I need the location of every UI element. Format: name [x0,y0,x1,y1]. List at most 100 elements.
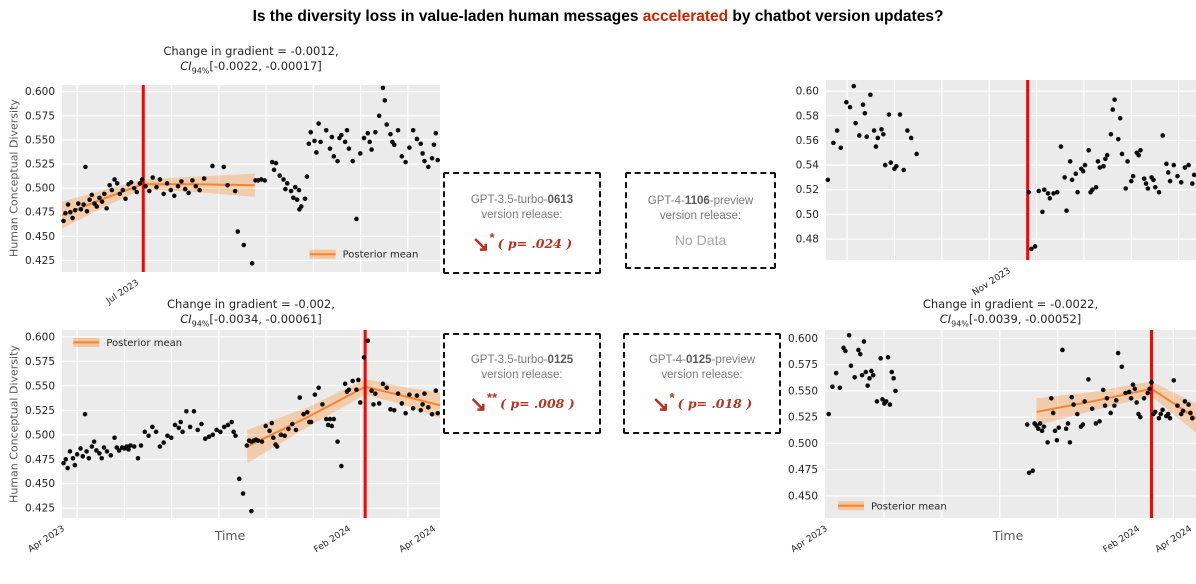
data-point [1171,162,1177,168]
credible-band [62,173,255,229]
data-point [1054,437,1060,443]
data-point [123,196,128,202]
data-point [84,449,89,454]
data-point [1153,184,1158,190]
data-point [1125,159,1130,164]
data-point [128,443,133,448]
data-point [267,428,272,434]
data-point [301,411,306,417]
data-point [323,128,329,133]
data-point [382,98,388,103]
figure-title-highlight: accelerated [642,8,729,25]
model-name: GPT-3.5-turbo-0125 [470,354,574,366]
data-point [78,207,84,212]
data-point [1080,168,1086,174]
data-point [233,433,238,439]
data-point [1045,440,1050,445]
data-point [344,128,350,133]
data-point [320,402,325,407]
data-point [1175,403,1180,408]
data-point [373,129,378,135]
data-point [825,177,831,183]
data-point [1064,208,1069,213]
data-point [308,129,314,135]
data-point [1089,406,1095,412]
data-point [1149,380,1154,385]
data-point [312,392,318,397]
legend-label: Posterior mean [106,338,182,349]
data-point [139,177,145,182]
data-point [831,140,836,146]
data-point [104,449,110,454]
data-point [249,261,255,266]
data-point [908,135,914,141]
data-point [1112,403,1117,408]
data-point [1112,97,1117,103]
data-point [1058,144,1064,149]
data-point [178,419,183,425]
data-point [1164,161,1169,167]
model-name: GPT-4-1106-preview [647,194,754,207]
data-point [286,426,291,432]
x-tick-label: Apr 2024 [398,524,438,555]
data-point [184,408,189,414]
gradient-change-text: Change in gradient = -0.002, [167,297,335,311]
data-point [1093,184,1099,190]
data-point [1036,426,1041,432]
x-tick-label: Nov 2023 [971,266,1013,298]
ci-text: CI94%[-0.0039, -0.00052] [825,312,1196,331]
data-point [271,435,276,441]
data-point [206,434,212,440]
data-point [1123,390,1128,396]
data-point [1128,395,1134,401]
data-point [425,164,431,170]
data-point [314,150,319,155]
data-point [329,423,335,429]
data-point [1188,410,1193,416]
no-data-label: No Data [674,231,727,248]
data-point [274,444,280,449]
data-point [346,146,352,151]
data-point [1093,421,1099,426]
data-point [1160,407,1165,413]
data-point [844,99,849,105]
data-point [1067,440,1073,445]
data-point [63,210,68,216]
data-point [1115,350,1121,356]
data-point [186,190,191,196]
data-point [308,419,314,425]
annotation-box-gpt35-0125: GPT-3.5-turbo-0125 version release: ↘**(… [443,333,601,434]
data-point [91,439,97,444]
data-point [1082,162,1088,168]
p-value: ( p= .024 ) [497,235,573,251]
data-point [1165,170,1171,175]
y-tick-label: 0.450 [25,231,55,243]
data-point [97,451,102,456]
data-point [190,178,195,183]
data-point [1152,409,1158,415]
credible-band [247,378,440,464]
data-point [99,199,105,204]
data-point [89,444,95,449]
data-point [97,195,102,201]
data-point [1156,189,1162,195]
data-point [1182,165,1188,170]
data-point [1069,394,1075,400]
y-tick-label: 0.525 [25,159,55,171]
data-point [860,102,866,107]
data-point [1116,136,1121,142]
data-point [1056,425,1062,430]
data-point [856,347,861,353]
data-point [1151,177,1156,183]
data-point [262,178,267,183]
data-point [865,383,870,388]
data-point [1175,173,1180,179]
data-point [1074,411,1080,417]
data-point [138,443,144,448]
data-point [153,429,159,435]
data-point [1026,470,1032,476]
data-point [1062,175,1067,180]
y-tick-label: 0.500 [25,183,55,195]
ci-label: CI [180,59,192,73]
data-point [259,439,265,444]
